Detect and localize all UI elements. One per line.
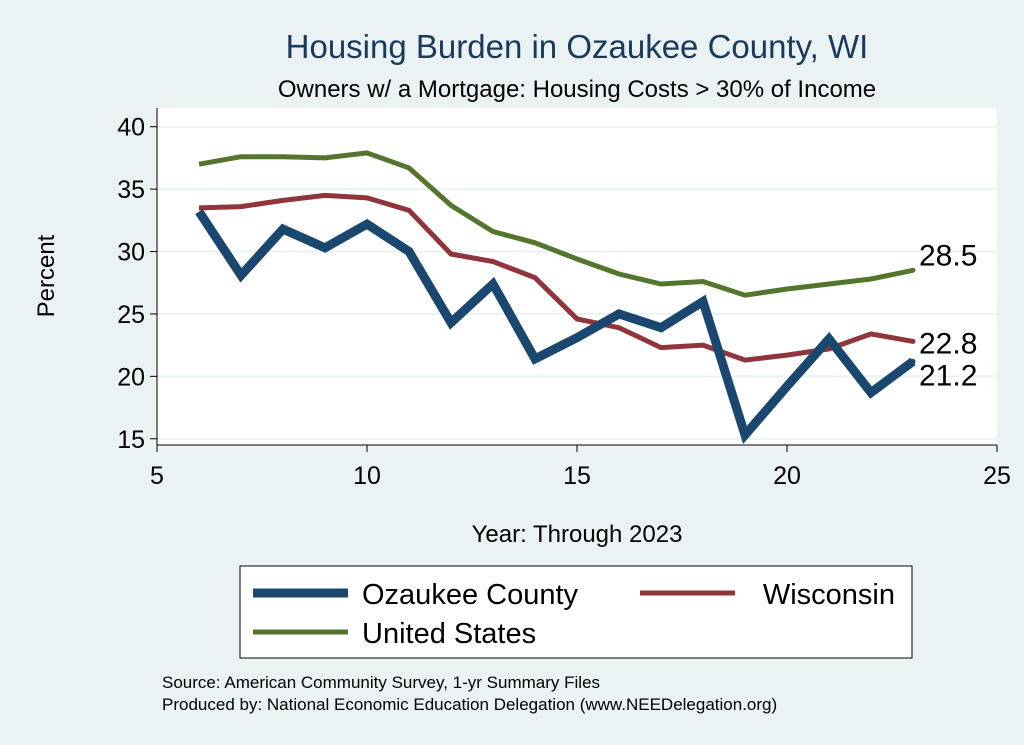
y-tick-label: 40	[117, 114, 145, 142]
x-tick-label: 10	[353, 462, 381, 490]
legend-label-ozaukee: Ozaukee County	[362, 579, 579, 611]
legend-label-united-states: United States	[362, 618, 536, 650]
series-ozaukee-county	[195, 209, 916, 445]
series-layer	[195, 150, 916, 445]
series-united-states	[198, 150, 914, 298]
x-tick-label: 25	[983, 462, 1011, 490]
series-united-states-end-label: 28.5	[919, 239, 977, 272]
chart-subtitle: Owners w/ a Mortgage: Housing Costs > 30…	[278, 76, 876, 103]
x-tick-label: 15	[563, 462, 591, 490]
x-tick-label: 5	[150, 462, 164, 490]
series-ozaukee-county-end-point	[910, 358, 916, 364]
y-tick-label: 25	[117, 301, 145, 329]
end-labels: 28.5 22.821.2	[919, 239, 977, 392]
legend: Ozaukee County Wisconsin United States	[239, 565, 913, 659]
series-ozaukee-county-end-label: 21.2	[919, 359, 977, 392]
series-wisconsin-end-label: 22.8	[919, 327, 977, 360]
gridlines	[157, 125, 997, 440]
series-wisconsin	[198, 192, 914, 363]
plot-area	[157, 108, 997, 445]
y-tick-label: 35	[117, 176, 145, 204]
producer-note: Produced by: National Economic Education…	[162, 695, 777, 714]
x-tick-label: 20	[773, 462, 801, 490]
series-united-states-end-point	[910, 267, 916, 273]
chart-title: Housing Burden in Ozaukee County, WI	[286, 28, 869, 65]
source-note: Source: American Community Survey, 1-yr …	[162, 673, 600, 692]
legend-label-wisconsin: Wisconsin	[763, 579, 895, 611]
y-axis-title: Percent	[33, 234, 60, 317]
series-wisconsin-end-point	[910, 338, 916, 344]
x-axis-ticks: 5 10 15 20 25	[150, 445, 1011, 490]
y-tick-label: 20	[117, 363, 145, 391]
y-tick-label: 30	[117, 239, 145, 267]
y-axis-ticks: 15 20 25 30 35 40	[117, 114, 157, 454]
x-axis-title: Year: Through 2023	[472, 521, 683, 548]
legend-box	[239, 565, 913, 659]
y-tick-label: 15	[117, 426, 145, 454]
